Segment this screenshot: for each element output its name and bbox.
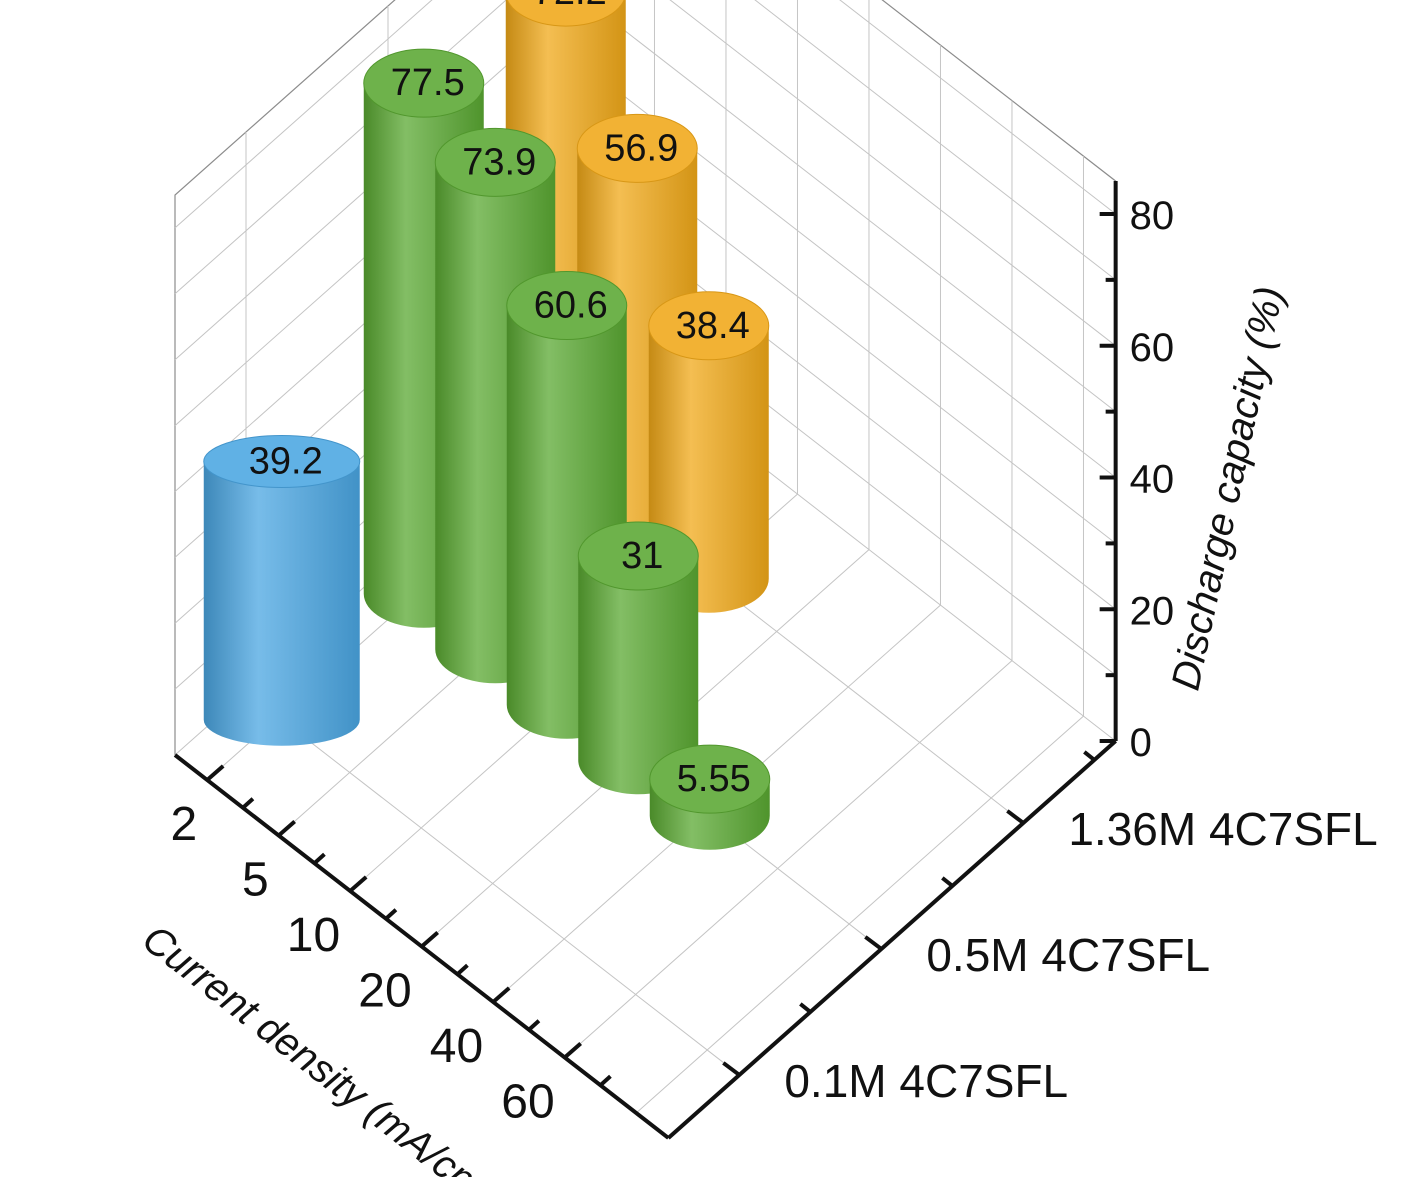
data-label: 73.9 xyxy=(462,141,536,183)
x-tick xyxy=(205,764,225,782)
x-tick-label: 2 xyxy=(170,798,197,851)
x-minor-tick xyxy=(527,1019,541,1032)
z-gridline xyxy=(174,0,1117,361)
x-minor-tick xyxy=(313,852,326,865)
bar-top xyxy=(203,434,361,488)
x-tick-label: 10 xyxy=(287,909,340,962)
floor-gridline xyxy=(564,660,1013,1058)
y-tick xyxy=(722,1061,741,1077)
data-label: 39.2 xyxy=(249,440,323,482)
bar-top xyxy=(648,291,770,361)
bar xyxy=(203,434,361,746)
x-tick-label: 40 xyxy=(430,1020,483,1073)
data-label: 77.5 xyxy=(391,62,465,104)
y-minor-tick xyxy=(1083,750,1096,762)
y-tick-label: 1.36M 4C7SFL xyxy=(1068,803,1377,855)
z-tick-label: 40 xyxy=(1130,458,1175,502)
bar-top xyxy=(506,271,628,341)
bar-top xyxy=(576,113,698,183)
x-tick xyxy=(277,819,296,837)
z-tick-label: 0 xyxy=(1130,721,1152,765)
bar-body xyxy=(578,556,699,795)
bar-top xyxy=(649,744,771,814)
floor-gridline xyxy=(245,691,740,1076)
data-label: 38.4 xyxy=(676,305,750,347)
x-tick-label: 60 xyxy=(501,1075,554,1128)
bar-top xyxy=(506,0,625,27)
left-wall-frame xyxy=(174,0,396,755)
floor-gridline xyxy=(635,715,1084,1114)
labels: 72.2 56.9 38.4 77.5 73.9 60.6 31 5.55 39.2 xyxy=(249,0,751,800)
y-axis-line xyxy=(667,739,1117,1140)
z-tick-label: 20 xyxy=(1130,589,1175,633)
bar-top xyxy=(434,127,556,197)
z-gridline xyxy=(174,0,1117,295)
z-axis-title: Discharge capacity (%) xyxy=(1164,283,1293,694)
data-label: 31 xyxy=(621,535,663,577)
x-minor-tick xyxy=(456,963,469,976)
y-tick-label: 0.1M 4C7SFL xyxy=(784,1055,1068,1107)
bar-top xyxy=(577,521,699,591)
bar xyxy=(577,521,699,795)
x-tick-label: 20 xyxy=(358,964,411,1017)
y-minor-tick xyxy=(941,876,954,888)
bar xyxy=(649,744,771,850)
y-tick-label: 0.5M 4C7SFL xyxy=(926,929,1210,981)
x-tick-label: 5 xyxy=(242,853,269,906)
y-minor-tick xyxy=(799,1002,812,1014)
z-tick-label: 80 xyxy=(1130,194,1175,238)
bars xyxy=(203,0,771,850)
x-minor-tick xyxy=(384,908,398,921)
x-minor-tick xyxy=(241,797,255,810)
data-label: 60.6 xyxy=(534,285,608,327)
x-tick xyxy=(420,930,439,948)
bar-body xyxy=(203,461,360,746)
data-label: 72.2 xyxy=(533,0,607,13)
x-minor-tick xyxy=(599,1074,612,1087)
data-label: 5.55 xyxy=(677,758,751,800)
z-tick-label: 60 xyxy=(1130,326,1175,370)
x-tick xyxy=(348,875,368,893)
data-label: 56.9 xyxy=(604,127,678,169)
bar-top xyxy=(363,48,485,118)
y-tick xyxy=(1006,809,1025,825)
x-tick xyxy=(563,1041,582,1059)
y-tick xyxy=(864,935,883,951)
z-gridline xyxy=(174,0,1117,229)
x-tick xyxy=(491,986,511,1004)
